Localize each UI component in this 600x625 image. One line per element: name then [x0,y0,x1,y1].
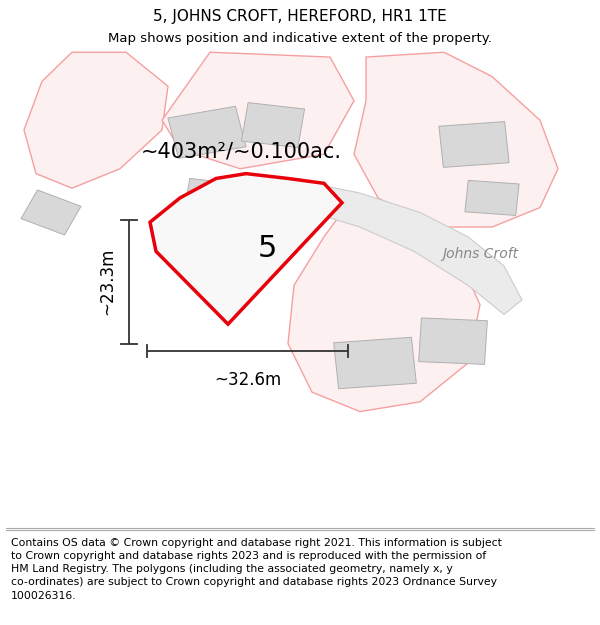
Text: 5: 5 [257,234,277,263]
Text: Johns Croft: Johns Croft [442,247,518,261]
Polygon shape [21,190,81,235]
Polygon shape [354,52,558,227]
Polygon shape [419,318,487,364]
Polygon shape [162,52,354,169]
Text: ~403m²/~0.100ac.: ~403m²/~0.100ac. [141,142,342,162]
Text: 5, JOHNS CROFT, HEREFORD, HR1 1TE: 5, JOHNS CROFT, HEREFORD, HR1 1TE [153,9,447,24]
Text: Map shows position and indicative extent of the property.: Map shows position and indicative extent… [108,32,492,45]
Polygon shape [294,183,522,314]
Polygon shape [177,178,261,261]
Polygon shape [24,52,168,188]
Text: ~32.6m: ~32.6m [214,371,281,389]
Text: ~23.3m: ~23.3m [98,248,116,316]
Polygon shape [168,106,246,158]
Text: Contains OS data © Crown copyright and database right 2021. This information is : Contains OS data © Crown copyright and d… [11,538,502,601]
Polygon shape [465,181,519,216]
Polygon shape [334,338,416,389]
Polygon shape [288,213,480,412]
Polygon shape [241,102,305,148]
Polygon shape [150,174,342,324]
Polygon shape [439,122,509,168]
